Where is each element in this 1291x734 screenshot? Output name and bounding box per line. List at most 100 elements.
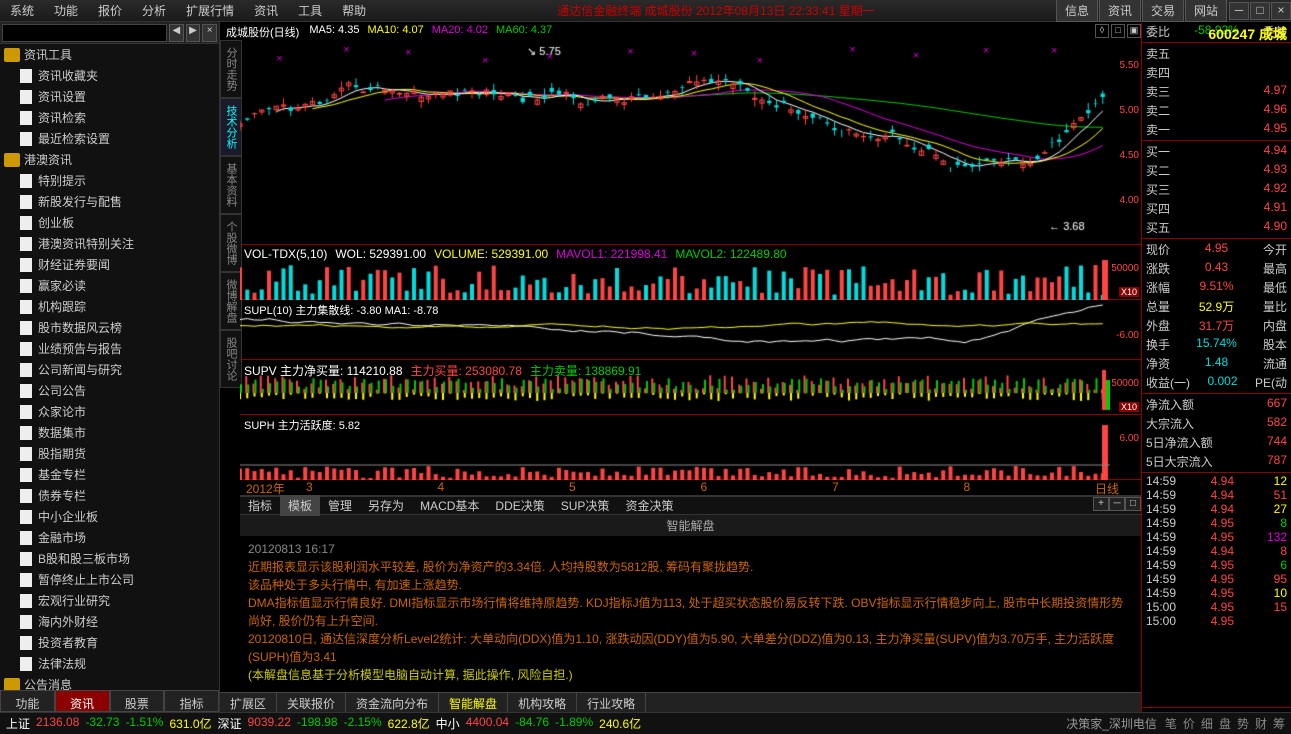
bottom-tab[interactable]: 关联报价 xyxy=(277,693,346,712)
menu-item[interactable]: 帮助 xyxy=(332,2,376,19)
tree-item[interactable]: 众家论市 xyxy=(0,401,219,422)
sidebar-toolbar: ◀ ▶ × xyxy=(0,22,219,44)
tree-item[interactable]: 特别提示 xyxy=(0,170,219,191)
menu-item[interactable]: 资讯 xyxy=(244,2,288,19)
status-icon[interactable]: 笔 xyxy=(1165,715,1177,732)
minimize-button[interactable]: ─ xyxy=(1229,2,1249,20)
tree-folder[interactable]: 港澳资讯 xyxy=(0,149,219,170)
menu-item[interactable]: 系统 xyxy=(0,2,44,19)
vertical-tab[interactable]: 个股微博 xyxy=(220,214,242,272)
bottom-tab[interactable]: 机构攻略 xyxy=(508,693,577,712)
zoom-reset-button[interactable]: ─ xyxy=(1109,497,1125,511)
zoom-in-button[interactable]: + xyxy=(1093,497,1109,511)
status-icon[interactable]: 细 xyxy=(1201,715,1213,732)
tree-item[interactable]: 资讯设置 xyxy=(0,86,219,107)
doc-icon xyxy=(20,489,32,503)
vertical-tab[interactable]: 微博解盘 xyxy=(220,272,242,330)
status-icon[interactable]: 筹 xyxy=(1273,715,1285,732)
tree-item[interactable]: 数据集市 xyxy=(0,422,219,443)
status-icon[interactable]: 盘 xyxy=(1219,715,1231,732)
indicator-tab[interactable]: 指标 xyxy=(240,495,280,516)
tree-item[interactable]: 机构跟踪 xyxy=(0,296,219,317)
tree-item[interactable]: B股和股三板市场 xyxy=(0,548,219,569)
tree-item[interactable]: 新股发行与配售 xyxy=(0,191,219,212)
bottom-tab[interactable]: 扩展区 xyxy=(220,693,277,712)
tree-item[interactable]: 资讯检索 xyxy=(0,107,219,128)
close-button[interactable]: × xyxy=(1271,2,1291,20)
tree-item[interactable]: 债券专栏 xyxy=(0,485,219,506)
zoom-out-button[interactable]: □ xyxy=(1125,497,1141,511)
search-close-button[interactable]: × xyxy=(202,24,217,42)
sidebar-tab[interactable]: 指标 xyxy=(164,690,219,712)
supl-panel[interactable]: SUPL(10) 主力集散线: -3.80 MA1: -8.78 -6.00 xyxy=(240,300,1141,360)
maximize-button[interactable]: □ xyxy=(1250,2,1270,20)
sidebar-tab[interactable]: 股票 xyxy=(110,690,165,712)
tree-folder[interactable]: 资讯工具 xyxy=(0,44,219,65)
tree-item[interactable]: 中小企业板 xyxy=(0,506,219,527)
tree-item[interactable]: 赢家必读 xyxy=(0,275,219,296)
doc-icon xyxy=(20,279,32,293)
tree-item[interactable]: 金融市场 xyxy=(0,527,219,548)
tool-icon[interactable]: ◊ xyxy=(1095,24,1109,38)
top-tab[interactable]: 资讯 xyxy=(1099,0,1141,22)
tree-item[interactable]: 法律法规 xyxy=(0,653,219,674)
search-fwd-button[interactable]: ▶ xyxy=(186,24,201,42)
bottom-tab[interactable]: 行业攻略 xyxy=(577,693,646,712)
bottom-tab[interactable]: 智能解盘 xyxy=(439,693,508,712)
indicator-tab[interactable]: 管理 xyxy=(320,495,360,516)
sidebar-tab[interactable]: 资讯 xyxy=(55,690,110,712)
status-icon[interactable]: 价 xyxy=(1183,715,1195,732)
top-tab[interactable]: 网站 xyxy=(1185,0,1227,22)
vertical-tab[interactable]: 基本资料 xyxy=(220,156,242,214)
tree-item[interactable]: 投资者教育 xyxy=(0,632,219,653)
menu-item[interactable]: 扩展行情 xyxy=(176,2,244,19)
bottom-tab[interactable]: 资金流向分布 xyxy=(346,693,439,712)
tree-item[interactable]: 宏观行业研究 xyxy=(0,590,219,611)
chart-header: 成城股份(日线) MA5: 4.35MA10: 4.07MA20: 4.02MA… xyxy=(220,22,1141,40)
tree-item[interactable]: 港澳资讯特别关注 xyxy=(0,233,219,254)
price-panel[interactable]: 5.505.004.504.00 xyxy=(240,40,1141,245)
orderbook-row: 卖五 xyxy=(1142,44,1291,63)
top-tab[interactable]: 信息 xyxy=(1056,0,1098,22)
vertical-tab[interactable]: 技术分析 xyxy=(220,98,242,156)
stat-row: 外盘31.7万内盘 xyxy=(1142,316,1291,335)
tree-item[interactable]: 股市数据风云榜 xyxy=(0,317,219,338)
status-icon[interactable]: 财 xyxy=(1255,715,1267,732)
menu-item[interactable]: 分析 xyxy=(132,2,176,19)
tree-item[interactable]: 公司新闻与研究 xyxy=(0,359,219,380)
tree-item[interactable]: 海内外财经 xyxy=(0,611,219,632)
tree-item[interactable]: 股指期货 xyxy=(0,443,219,464)
top-tab[interactable]: 交易 xyxy=(1142,0,1184,22)
tree-item[interactable]: 基金专栏 xyxy=(0,464,219,485)
menu-item[interactable]: 报价 xyxy=(88,2,132,19)
indicator-tab[interactable]: 资金决策 xyxy=(617,495,681,516)
menu-item[interactable]: 功能 xyxy=(44,2,88,19)
tool-icon[interactable]: □ xyxy=(1111,24,1125,38)
tick-row: 14:594.9510 xyxy=(1142,586,1291,600)
tree-item[interactable]: 业绩预告与报告 xyxy=(0,338,219,359)
indicator-tab[interactable]: MACD基本 xyxy=(412,495,487,516)
sidebar-tab[interactable]: 功能 xyxy=(0,690,55,712)
tree-item[interactable]: 创业板 xyxy=(0,212,219,233)
suph-panel[interactable]: SUPH 主力活跃度: 5.82 6.00 xyxy=(240,415,1141,480)
supv-panel[interactable]: SUPV 主力净买量: 114210.88主力买量: 253080.78主力卖量… xyxy=(240,360,1141,415)
search-input[interactable] xyxy=(2,24,167,42)
tree-item[interactable]: 暂停终止上市公司 xyxy=(0,569,219,590)
indicator-tab[interactable]: 另存为 xyxy=(360,495,412,516)
search-back-button[interactable]: ◀ xyxy=(169,24,184,42)
tree-item[interactable]: 最近检索设置 xyxy=(0,128,219,149)
status-icon[interactable]: 势 xyxy=(1237,715,1249,732)
menu-item[interactable]: 工具 xyxy=(288,2,332,19)
vertical-tab[interactable]: 分时走势 xyxy=(220,40,242,98)
indicator-tab[interactable]: 模板 xyxy=(280,495,320,516)
tree-item[interactable]: 公司公告 xyxy=(0,380,219,401)
indicator-tab[interactable]: SUP决策 xyxy=(553,495,618,516)
vertical-tab[interactable]: 股吧讨论 xyxy=(220,330,242,388)
tree-item[interactable]: 财经证券要闻 xyxy=(0,254,219,275)
tool-icon[interactable]: ▣ xyxy=(1127,24,1141,38)
indicator-tab[interactable]: DDE决策 xyxy=(487,495,552,516)
volume-panel[interactable]: VOL-TDX(5,10)WOL: 529391.00VOLUME: 52939… xyxy=(240,245,1141,300)
doc-icon xyxy=(20,636,32,650)
tree-folder[interactable]: 公告消息 xyxy=(0,674,219,690)
tree-item[interactable]: 资讯收藏夹 xyxy=(0,65,219,86)
